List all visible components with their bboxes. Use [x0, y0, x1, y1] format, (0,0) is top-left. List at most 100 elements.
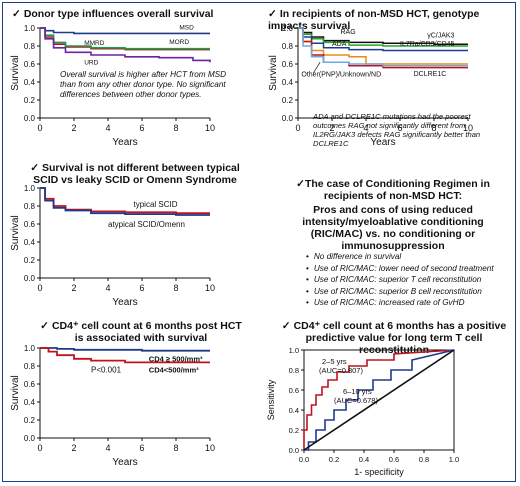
x-tick-label: 4 — [363, 123, 368, 133]
x-axis-label: Years — [112, 297, 137, 308]
y-tick-label: 0.6 — [282, 60, 294, 69]
series-line-urd — [40, 27, 211, 63]
series-label-il7ra: IL7Ra/CD3/CD45 — [400, 41, 455, 48]
series-label-atypical: atypical SCID/Omenn — [108, 220, 185, 229]
panel2-title-text: In recipients of non-MSD HCT, genotype i… — [268, 8, 480, 32]
series-label-dclre1c: DCLRE1C — [414, 71, 447, 78]
p-value-label: P<0.001 — [91, 365, 122, 374]
panel6-chart: 0.0 0.2 0.4 0.6 0.8 1.0 0.0 0.2 0.4 0.6 0.8 1.0 1- s… — [266, 346, 459, 477]
series-line-rag — [298, 27, 468, 45]
x-tick-label: 0.8 — [419, 455, 429, 464]
y-tick-label: 0.4 — [24, 78, 36, 87]
x-tick-label: 4 — [105, 123, 110, 133]
x-tick-label: 0.4 — [359, 455, 369, 464]
series-line-reference — [303, 349, 455, 451]
roc-label-2-5yrs: 2–5 yrs — [322, 357, 347, 366]
check-icon: ✓ — [12, 8, 21, 20]
y-tick-label: 0.0 — [24, 114, 36, 123]
x-tick-label: 6 — [139, 443, 144, 453]
x-tick-label: 10 — [205, 443, 215, 453]
plot-box — [303, 349, 455, 451]
x-tick-label: 6 — [139, 283, 144, 293]
panel2-title: ✓ In recipients of non-MSD HCT, genotype … — [268, 8, 518, 32]
series-line-cd4-500-mm- — [40, 347, 210, 364]
panel5-title: ✓ CD4⁺ cell count at 6 months post HCT is… — [36, 320, 246, 344]
y-tick-label: 0.0 — [24, 274, 36, 283]
y-axis-label: Survival — [10, 55, 21, 91]
y-tick-label: 0.4 — [282, 78, 294, 87]
x-tick-label: 0.0 — [299, 455, 309, 464]
panel5-chart: 0.0 0.2 0.4 0.6 0.8 1.0 0 2 4 6 8 10 Years Survival CD… — [10, 344, 215, 468]
y-tick-label: 0.8 — [24, 202, 36, 211]
bullet-item: Use of RIC/MAC: superior T cell reconsti… — [306, 274, 516, 286]
y-tick-label: 0.6 — [289, 386, 299, 395]
y-tick-label: 0.6 — [24, 380, 36, 389]
series-label-cd4-high: CD4 ≥ 500/mm³ — [149, 355, 203, 364]
series-label-urd: URD — [84, 59, 98, 66]
y-tick-label: 1.0 — [24, 184, 36, 193]
y-tick-label: 0.8 — [24, 362, 36, 371]
x-tick-label: 4 — [105, 283, 110, 293]
x-tick-label: 10 — [205, 283, 215, 293]
x-tick-label: 2 — [71, 123, 76, 133]
panel3-title-text: Survival is not different between typica… — [33, 162, 240, 186]
x-tick-label: 0.6 — [389, 455, 399, 464]
x-axis-label: Years — [370, 137, 395, 148]
series-line-2-5-yrs — [303, 349, 455, 450]
series-label-typical: typical SCID — [134, 200, 178, 209]
y-tick-label: 0.8 — [282, 42, 294, 51]
series-line-cd4-500-mm- — [40, 347, 210, 352]
y-tick-label: 1.0 — [289, 346, 299, 355]
roc-label-6-10yrs: 6–10 yrs — [343, 387, 372, 396]
x-axis-label: Years — [112, 137, 137, 148]
bullet-item: Use of RIC/MAC: superior B cell reconsti… — [306, 286, 516, 298]
x-tick-label: 1.0 — [449, 455, 459, 464]
series-line-other-pnp-unknown-nd — [298, 27, 468, 67]
x-tick-label: 2 — [71, 443, 76, 453]
y-tick-label: 0.4 — [24, 398, 36, 407]
bullet-item: No difference in survival — [306, 251, 516, 263]
y-tick-label: 0.4 — [24, 238, 36, 247]
y-tick-label: 0.2 — [24, 416, 36, 425]
y-tick-label: 1.0 — [24, 344, 36, 353]
y-tick-label: 0.2 — [289, 426, 299, 435]
panel1-title: ✓ Donor type influences overall survival — [12, 8, 252, 20]
series-label-gcjak3: γC/JAK3 — [427, 33, 454, 40]
x-tick-label: 0.2 — [329, 455, 339, 464]
y-axis-label: Sensitivity — [266, 379, 276, 420]
roc-auc-6-10yrs: (AUC=0.678) — [334, 396, 378, 405]
panel5-title-text: CD4⁺ cell count at 6 months post HCT is … — [51, 320, 242, 344]
panel4-title: ✓The case of Conditioning Regimen in rec… — [278, 178, 508, 202]
y-tick-label: 0.2 — [24, 256, 36, 265]
x-tick-label: 6 — [139, 123, 144, 133]
y-tick-label: 0.0 — [24, 434, 36, 443]
x-tick-label: 8 — [173, 123, 178, 133]
roc-auc-2-5yrs: (AUC=0.807) — [319, 366, 363, 375]
series-line-atypical-scid-omenn — [40, 187, 210, 216]
x-tick-label: 0 — [37, 283, 42, 293]
series-label-cd4-low: CD4<500/mm³ — [149, 365, 199, 374]
y-tick-label: 1.0 — [24, 24, 36, 33]
figure-frame — [2, 2, 516, 482]
panel1-chart: 0.0 0.2 0.4 0.6 0.8 1.0 0 2 4 6 8 10 Years Survival MS… — [10, 24, 215, 148]
series-label-mmrd: MMRD — [84, 40, 105, 47]
check-icon: ✓ — [40, 320, 49, 332]
series-line-6-10-yrs — [304, 349, 455, 451]
series-label-rag: RAG — [341, 29, 356, 36]
bullet-item: Use of RIC/MAC: increased rate of GvHD — [306, 297, 516, 309]
bullet-item: Use of RIC/MAC: lower need of second tre… — [306, 263, 516, 275]
series-label-mord: MORD — [169, 39, 189, 46]
y-tick-label: 0.0 — [289, 446, 299, 455]
x-tick-label: 0 — [37, 123, 42, 133]
series-label-msd: MSD — [179, 25, 194, 32]
x-tick-label: 10 — [463, 123, 473, 133]
x-tick-label: 0 — [37, 443, 42, 453]
y-axis-label: Survival — [10, 215, 21, 251]
x-tick-label: 2 — [71, 283, 76, 293]
y-tick-label: 0.2 — [24, 96, 36, 105]
check-icon: ✓ — [296, 178, 305, 190]
y-tick-label: 0.2 — [282, 96, 294, 105]
y-tick-label: 0.6 — [24, 60, 36, 69]
panel4-title-text: The case of Conditioning Regimen in reci… — [304, 178, 490, 202]
y-tick-label: 0.4 — [289, 406, 299, 415]
